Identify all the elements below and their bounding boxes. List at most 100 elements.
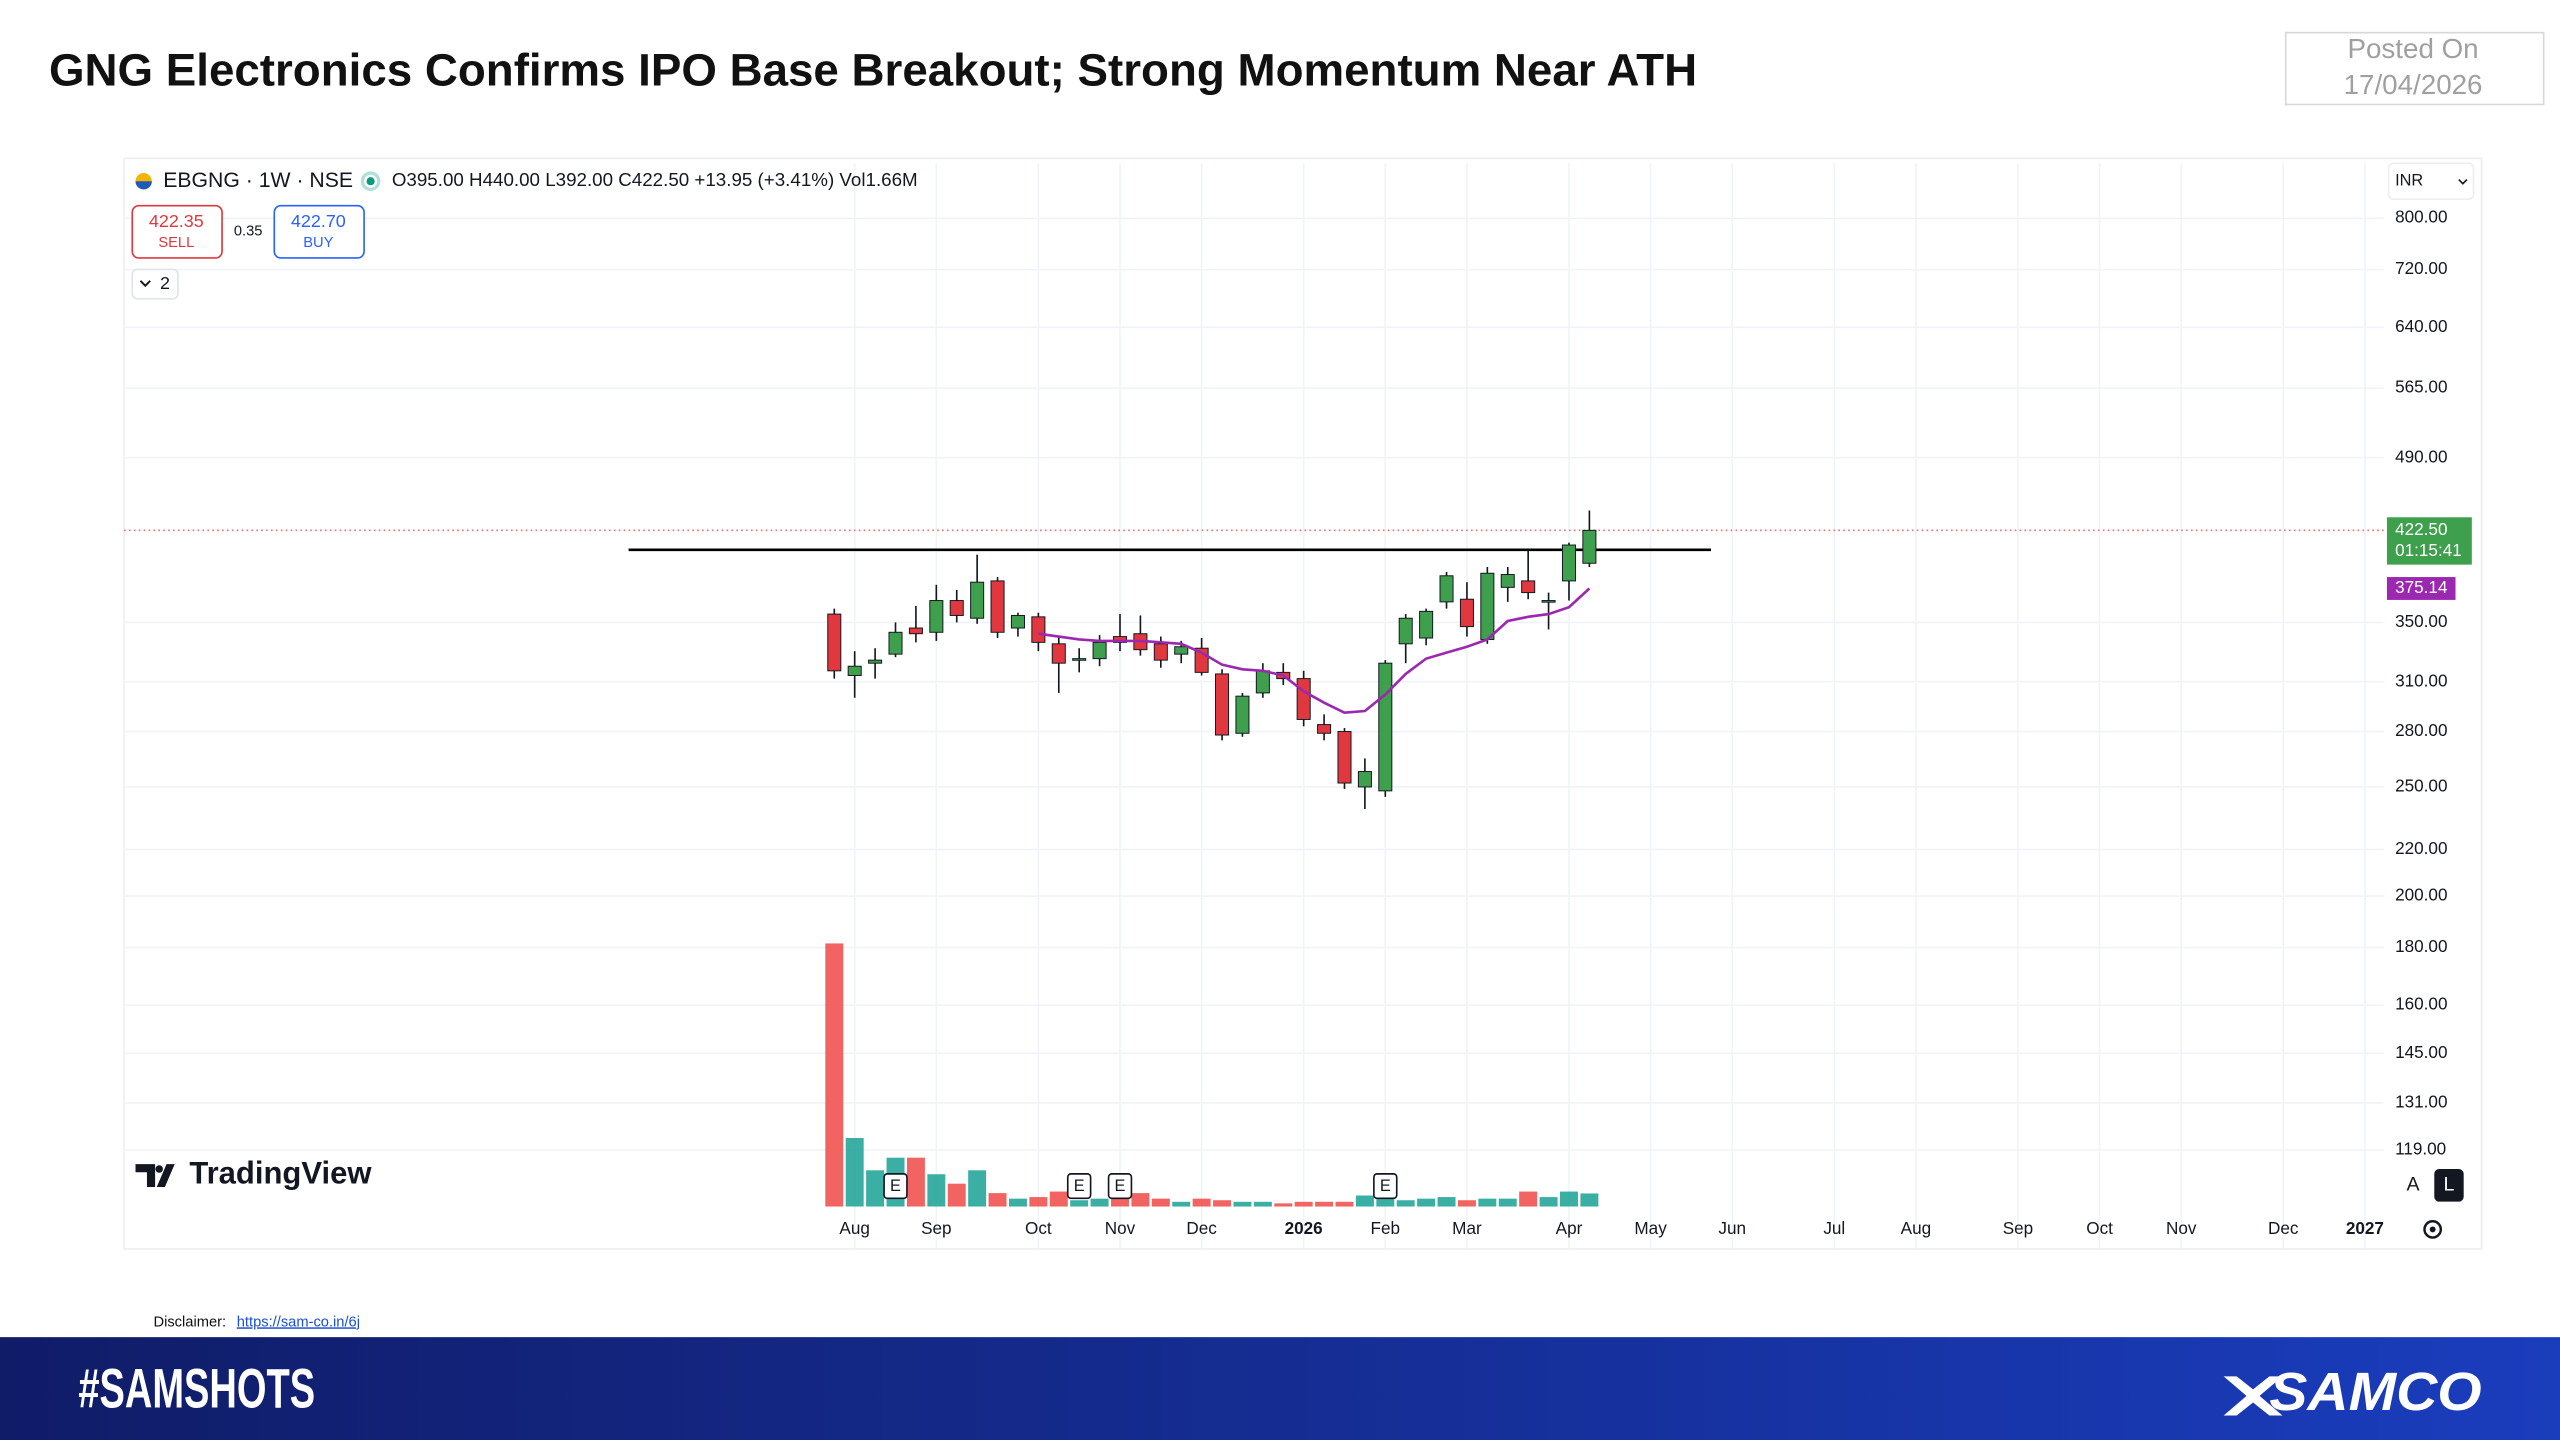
- candle-body: [1235, 695, 1250, 734]
- volume-bar: [1335, 1201, 1354, 1207]
- chart: 800.00 720.00 640.00 565.00 490.00 350.00 310.…: [123, 157, 2483, 1250]
- volume-bar: [1131, 1193, 1150, 1207]
- brand-mark: [2223, 1376, 2283, 1416]
- page-title: GNG Electronics Confirms IPO Base Breako…: [49, 45, 1697, 96]
- x-tick-label: Mar: [1452, 1218, 1482, 1238]
- x-tick-label: Dec: [2268, 1218, 2299, 1238]
- candle-body: [1072, 658, 1087, 661]
- volume-bar: [906, 1157, 925, 1207]
- candle-body: [847, 665, 862, 676]
- x-tick-label: Nov: [2166, 1218, 2197, 1238]
- ma-last-box: [2386, 577, 2456, 600]
- candle-body: [1010, 614, 1025, 629]
- volume-bar: [1396, 1200, 1415, 1207]
- candle-body: [1174, 646, 1189, 655]
- footer-band: [0, 1337, 2560, 1440]
- x-tick-label: May: [1634, 1218, 1667, 1238]
- candle-body: [1500, 574, 1515, 588]
- brand: TradingView: [189, 1156, 372, 1191]
- buy-price: 422.70: [291, 211, 346, 231]
- y-tick-label: 640.00: [2395, 316, 2447, 336]
- volume-bar: [1090, 1198, 1109, 1207]
- volume-bar: [1192, 1198, 1211, 1207]
- candle-body: [1255, 670, 1270, 694]
- volume-bar: [1253, 1201, 1272, 1207]
- volume-bar: [1457, 1200, 1476, 1207]
- volume-bar: [1029, 1197, 1048, 1207]
- sell-button[interactable]: [131, 204, 223, 259]
- volume-bar: [1294, 1201, 1313, 1207]
- volume-bar: [1437, 1197, 1456, 1207]
- x-tick-label: Aug: [839, 1218, 869, 1238]
- y-tick-label: 310.00: [2395, 670, 2447, 690]
- scale-auto[interactable]: A: [2407, 1173, 2421, 1195]
- posted-label: Posted On: [2347, 33, 2478, 64]
- volume-bar: [1560, 1191, 1578, 1207]
- volume-bar: [927, 1174, 946, 1207]
- status-dot-core: [366, 177, 375, 186]
- candle-body: [1541, 600, 1556, 603]
- candle-body: [1112, 636, 1128, 643]
- y-tick-label: 220.00: [2395, 838, 2447, 858]
- y-tick-label: 119.00: [2395, 1138, 2446, 1158]
- event-label: E: [890, 1177, 901, 1195]
- x-tick-label: Aug: [1901, 1218, 1931, 1238]
- event-box: [1066, 1173, 1092, 1200]
- countdown: 01:15:41: [2395, 540, 2462, 560]
- candle-body: [827, 613, 842, 672]
- x-tick-label: 2026: [1285, 1218, 1323, 1238]
- volume-bar: [968, 1170, 987, 1207]
- posted-date: 17/04/2026: [2344, 69, 2483, 100]
- x-tick-label: Oct: [2086, 1218, 2113, 1238]
- moving-average: [1038, 587, 1591, 715]
- volume-bar: [1049, 1191, 1068, 1207]
- y-tick-label: 280.00: [2395, 720, 2447, 740]
- sell-price: 422.35: [149, 211, 204, 231]
- volume-bar: [1274, 1203, 1293, 1207]
- y-tick-label: 160.00: [2395, 994, 2447, 1014]
- x-tick-label: Oct: [1025, 1218, 1052, 1238]
- scale-log-button[interactable]: [2434, 1168, 2464, 1202]
- event-label: E: [1380, 1177, 1391, 1195]
- footer-brand: SAMCO: [2269, 1362, 2481, 1422]
- indicator-toggle[interactable]: [131, 268, 179, 300]
- grid: [124, 163, 2384, 1249]
- candle-body: [1296, 678, 1311, 720]
- currency: INR: [2395, 172, 2423, 190]
- last-price-box: [2386, 517, 2472, 565]
- candle-body: [1459, 598, 1474, 628]
- event-box: [883, 1173, 908, 1200]
- candle-body: [1215, 673, 1230, 736]
- event-box: [1107, 1173, 1133, 1200]
- volume-bar: [1478, 1198, 1497, 1207]
- candle-body: [949, 600, 964, 616]
- candle-body: [1153, 643, 1168, 661]
- x-tick-label: Jun: [1718, 1218, 1746, 1238]
- y-tick-label: 800.00: [2395, 207, 2447, 227]
- volume-bar: [988, 1193, 1007, 1207]
- y-tick-label: 720.00: [2395, 258, 2447, 278]
- symbol: EBGNG · 1W · NSE: [163, 169, 353, 192]
- x-tick-label: Feb: [1371, 1218, 1401, 1238]
- sell-text: SELL: [158, 235, 194, 251]
- brand-logo-dot: [155, 1165, 163, 1173]
- posted-box: [2284, 31, 2545, 106]
- volume-bar: [1315, 1201, 1334, 1207]
- candle-body: [1092, 641, 1107, 660]
- y-tick-label: 565.00: [2395, 377, 2447, 397]
- candle-body: [1521, 580, 1536, 594]
- settings-icon[interactable]: [2423, 1220, 2443, 1239]
- chevron: [139, 280, 151, 288]
- symbol-logo-half: [135, 181, 152, 190]
- x-tick-label: Jul: [1823, 1218, 1845, 1238]
- disclaimer-link[interactable]: https://sam-co.in/6j: [237, 1314, 360, 1330]
- scale-log[interactable]: L: [2444, 1173, 2455, 1195]
- plot: 800.00 720.00 640.00 565.00 490.00 350.00 310.…: [124, 207, 2472, 1238]
- candle-body: [1378, 662, 1393, 792]
- currency-select[interactable]: [2387, 162, 2475, 200]
- y-tick-label: 180.00: [2395, 936, 2447, 956]
- buy-button[interactable]: [273, 204, 365, 259]
- candle-body: [1337, 731, 1352, 784]
- hashtag: #SAMSHOTS: [78, 1357, 315, 1419]
- volume-bar: [1417, 1198, 1436, 1207]
